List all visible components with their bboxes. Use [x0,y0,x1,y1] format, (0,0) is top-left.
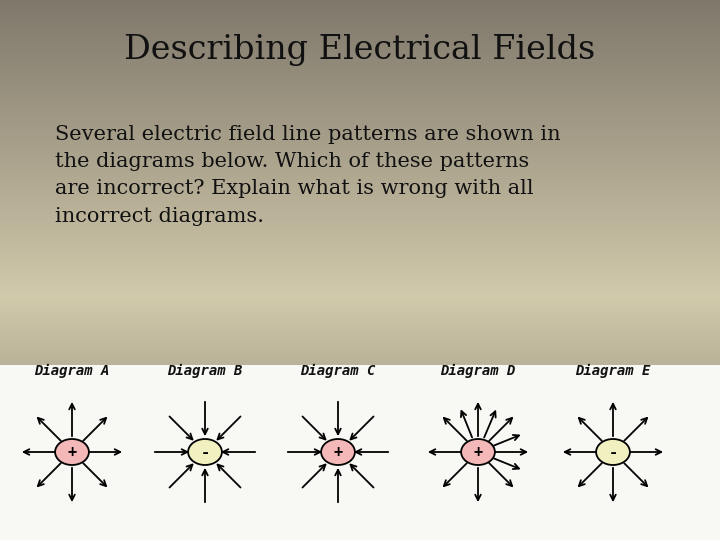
Ellipse shape [461,439,495,465]
Text: Diagram B: Diagram B [167,364,243,378]
Text: -: - [608,444,618,460]
Text: Diagram D: Diagram D [441,364,516,378]
Ellipse shape [188,439,222,465]
Text: Describing Electrical Fields: Describing Electrical Fields [125,34,595,66]
Ellipse shape [321,439,355,465]
Bar [0,365,720,540]
Text: +: + [68,444,76,460]
Text: Diagram C: Diagram C [300,364,376,378]
Ellipse shape [55,439,89,465]
Ellipse shape [596,439,630,465]
Text: +: + [474,444,482,460]
Text: -: - [200,444,210,460]
Text: +: + [333,444,343,460]
Text: Diagram E: Diagram E [575,364,651,378]
Text: Several electric field line patterns are shown in
the diagrams below. Which of t: Several electric field line patterns are… [55,125,561,226]
Text: Diagram A: Diagram A [35,364,109,378]
